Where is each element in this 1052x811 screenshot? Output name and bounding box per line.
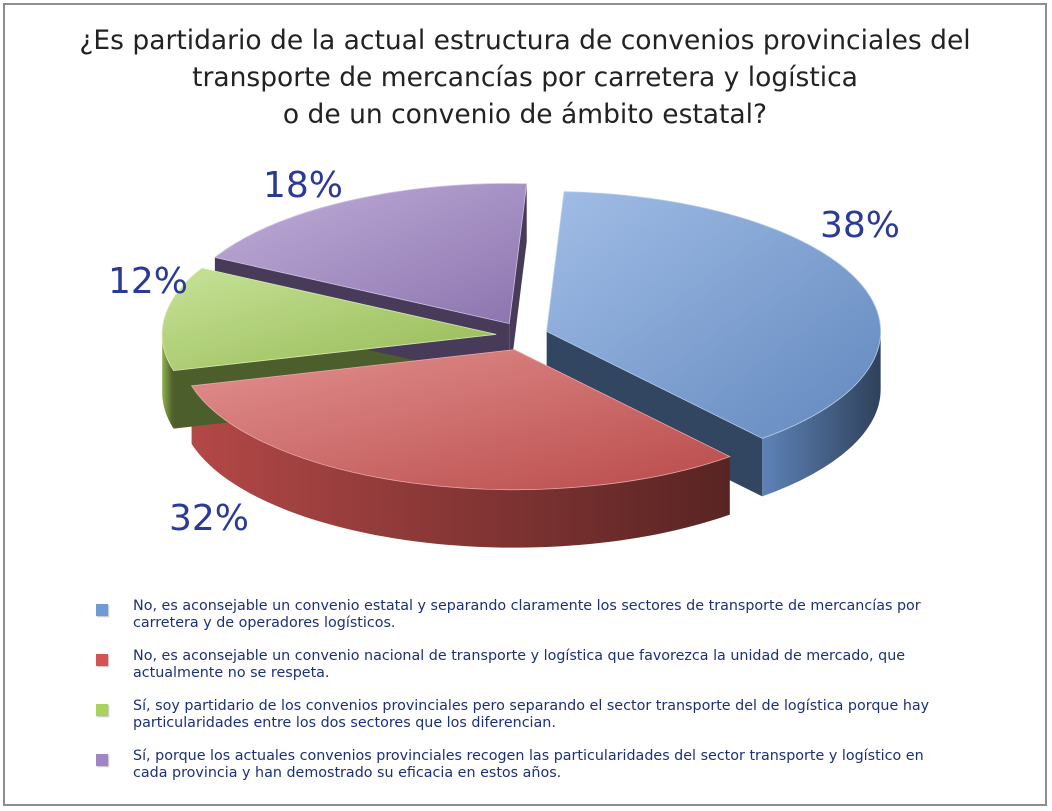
pie-slice-side	[191, 385, 730, 548]
legend-label: No, es aconsejable un convenio nacional …	[133, 648, 906, 681]
legend-item: Sí, porque los actuales convenios provin…	[96, 748, 956, 794]
pie-labels: 38% 32% 12% 18%	[108, 165, 900, 539]
chart-title: ¿Es partidario de la actual estructura d…	[20, 22, 1030, 133]
pie-slice-side	[162, 334, 174, 429]
legend-label: No, es aconsejable un convenio estatal y…	[133, 598, 921, 631]
pie-slice-cut-face	[509, 183, 527, 382]
chart-title-line-2: transporte de mercancías por carretera y…	[192, 62, 858, 93]
pie-slice-side	[762, 331, 881, 497]
legend-swatch	[96, 704, 108, 716]
pie-slice	[190, 349, 731, 491]
legend-item: No, es aconsejable un convenio nacional …	[96, 648, 956, 694]
pie-slice-label: 32%	[169, 498, 249, 539]
pie-chart: 38% 32% 12% 18%	[108, 165, 900, 548]
legend-label: Sí, soy partidario de los convenios prov…	[133, 698, 930, 731]
pie-slice	[546, 191, 882, 439]
pie-slice-label: 38%	[820, 205, 900, 246]
pie-slice-label: 12%	[108, 261, 188, 302]
pie-tops	[161, 183, 882, 491]
legend-swatch	[96, 654, 108, 666]
legend-swatch	[96, 604, 108, 616]
legend: No, es aconsejable un convenio estatal y…	[96, 598, 956, 798]
chart-title-line-3: o de un convenio de ámbito estatal?	[282, 99, 768, 130]
pie-slice-label: 18%	[263, 165, 343, 206]
legend-item: No, es aconsejable un convenio estatal y…	[96, 598, 956, 644]
pie-slice	[161, 267, 497, 372]
legend-label: Sí, porque los actuales convenios provin…	[133, 748, 924, 781]
pie-slice	[213, 183, 528, 325]
chart-title-line-1: ¿Es partidario de la actual estructura d…	[79, 25, 971, 56]
legend-swatch	[96, 754, 108, 766]
legend-item: Sí, soy partidario de los convenios prov…	[96, 698, 956, 744]
